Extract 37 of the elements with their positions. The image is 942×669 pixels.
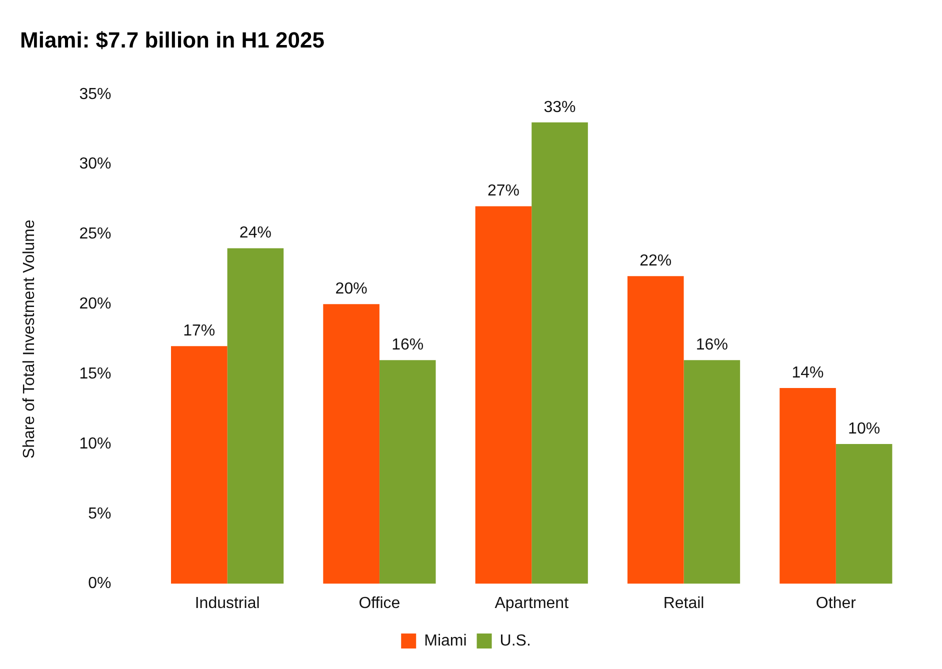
bar [379, 360, 436, 584]
bar [684, 360, 740, 584]
y-tick-label: 25% [79, 226, 112, 243]
legend-label: U.S. [500, 632, 531, 650]
data-label: 10% [848, 420, 880, 438]
bar [532, 122, 588, 584]
y-tick-label: 15% [79, 365, 112, 382]
data-label: 24% [239, 224, 272, 242]
bar [780, 388, 836, 584]
bar [475, 206, 532, 584]
bar [227, 248, 284, 584]
data-label: 16% [392, 336, 424, 354]
x-tick-label: Office [358, 594, 400, 612]
y-tick-label: 20% [79, 296, 112, 313]
data-label: 22% [640, 252, 672, 270]
bar [323, 304, 380, 584]
bar [171, 346, 228, 584]
legend-label: Miami [424, 632, 467, 650]
y-tick-label: 5% [88, 505, 112, 522]
bar [627, 276, 684, 584]
data-label: 16% [696, 336, 728, 354]
data-label: 20% [335, 280, 368, 298]
data-label: 27% [487, 182, 520, 200]
x-tick-label: Industrial [194, 594, 260, 612]
data-label: 33% [544, 98, 576, 116]
y-axis-title: Share of Total Investment Volume [21, 220, 38, 459]
x-tick-label: Apartment [494, 594, 570, 612]
y-tick-label: 0% [88, 575, 112, 592]
y-tick-label: 35% [79, 86, 112, 103]
x-tick-label: Other [816, 594, 857, 612]
x-tick-label: Retail [663, 594, 704, 612]
y-tick-label: 30% [79, 156, 112, 173]
chart-title: Miami: $7.7 billion in H1 2025 [20, 27, 324, 52]
data-label: 17% [183, 322, 216, 340]
bar [836, 444, 892, 584]
data-label: 14% [792, 364, 824, 382]
y-tick-label: 10% [79, 435, 112, 452]
